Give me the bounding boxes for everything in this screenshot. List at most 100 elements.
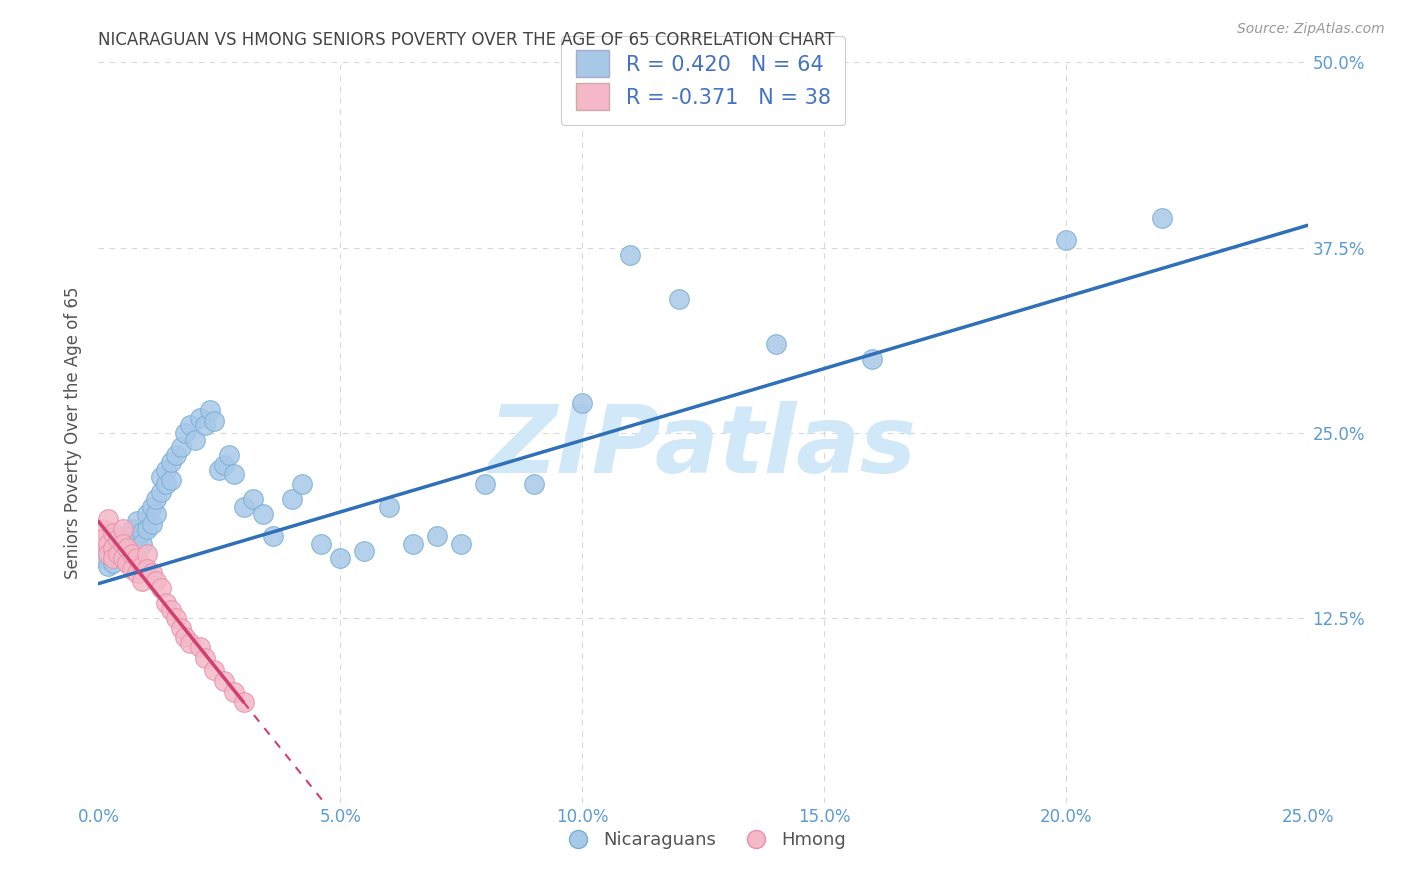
- Point: [329, 551, 352, 566]
- Point: [208, 462, 231, 476]
- Point: [111, 536, 134, 550]
- Text: ZIPatlas: ZIPatlas: [489, 401, 917, 493]
- Point: [450, 536, 472, 550]
- Point: [150, 484, 173, 499]
- Point: [121, 547, 143, 561]
- Point: [127, 566, 149, 581]
- Point: [204, 663, 226, 677]
- Point: [179, 418, 201, 433]
- Point: [107, 533, 129, 547]
- Point: [204, 414, 226, 428]
- Point: [169, 621, 191, 635]
- Point: [165, 448, 187, 462]
- Point: [121, 536, 143, 550]
- Point: [150, 470, 173, 484]
- Point: [222, 467, 245, 481]
- Point: [91, 551, 114, 566]
- Point: [212, 458, 235, 473]
- Point: [91, 522, 114, 536]
- Point: [141, 566, 163, 581]
- Point: [179, 636, 201, 650]
- Point: [121, 522, 143, 536]
- Point: [107, 536, 129, 550]
- Point: [141, 500, 163, 514]
- Y-axis label: Seniors Poverty Over the Age of 65: Seniors Poverty Over the Age of 65: [65, 286, 83, 579]
- Point: [117, 529, 139, 543]
- Point: [281, 492, 304, 507]
- Point: [107, 547, 129, 561]
- Point: [145, 492, 167, 507]
- Point: [111, 551, 134, 566]
- Point: [218, 448, 240, 462]
- Point: [127, 533, 149, 547]
- Point: [111, 541, 134, 555]
- Legend: Nicaraguans, Hmong: Nicaraguans, Hmong: [553, 824, 853, 856]
- Point: [111, 533, 134, 547]
- Point: [117, 541, 139, 555]
- Point: [127, 515, 149, 529]
- Point: [353, 544, 375, 558]
- Point: [194, 650, 217, 665]
- Point: [377, 500, 399, 514]
- Point: [127, 551, 149, 566]
- Point: [222, 685, 245, 699]
- Point: [135, 562, 157, 576]
- Point: [135, 507, 157, 521]
- Point: [155, 596, 177, 610]
- Point: [860, 351, 883, 366]
- Point: [194, 418, 217, 433]
- Point: [117, 540, 139, 554]
- Point: [97, 511, 120, 525]
- Point: [121, 562, 143, 576]
- Point: [107, 547, 129, 561]
- Text: NICARAGUAN VS HMONG SENIORS POVERTY OVER THE AGE OF 65 CORRELATION CHART: NICARAGUAN VS HMONG SENIORS POVERTY OVER…: [98, 31, 835, 49]
- Point: [131, 574, 153, 588]
- Point: [101, 544, 124, 558]
- Point: [619, 248, 641, 262]
- Point: [131, 558, 153, 573]
- Point: [765, 336, 787, 351]
- Point: [145, 574, 167, 588]
- Point: [402, 536, 425, 550]
- Point: [97, 536, 120, 550]
- Point: [188, 640, 211, 655]
- Point: [1152, 211, 1174, 225]
- Point: [174, 630, 197, 644]
- Point: [101, 526, 124, 541]
- Point: [169, 441, 191, 455]
- Point: [131, 524, 153, 539]
- Point: [117, 556, 139, 570]
- Point: [188, 410, 211, 425]
- Point: [141, 517, 163, 532]
- Point: [150, 581, 173, 595]
- Point: [135, 547, 157, 561]
- Point: [160, 473, 183, 487]
- Point: [571, 396, 593, 410]
- Point: [101, 551, 124, 566]
- Point: [1054, 233, 1077, 247]
- Point: [165, 610, 187, 624]
- Point: [242, 492, 264, 507]
- Text: Source: ZipAtlas.com: Source: ZipAtlas.com: [1237, 22, 1385, 37]
- Point: [111, 551, 134, 566]
- Point: [290, 477, 312, 491]
- Point: [155, 462, 177, 476]
- Point: [212, 674, 235, 689]
- Point: [426, 529, 449, 543]
- Point: [101, 541, 124, 555]
- Point: [101, 556, 124, 570]
- Point: [91, 533, 114, 547]
- Point: [523, 477, 546, 491]
- Point: [135, 522, 157, 536]
- Point: [198, 403, 221, 417]
- Point: [184, 433, 207, 447]
- Point: [97, 558, 120, 573]
- Point: [668, 293, 690, 307]
- Point: [111, 522, 134, 536]
- Point: [155, 477, 177, 491]
- Point: [145, 507, 167, 521]
- Point: [131, 536, 153, 550]
- Point: [160, 455, 183, 469]
- Point: [309, 536, 332, 550]
- Point: [474, 477, 496, 491]
